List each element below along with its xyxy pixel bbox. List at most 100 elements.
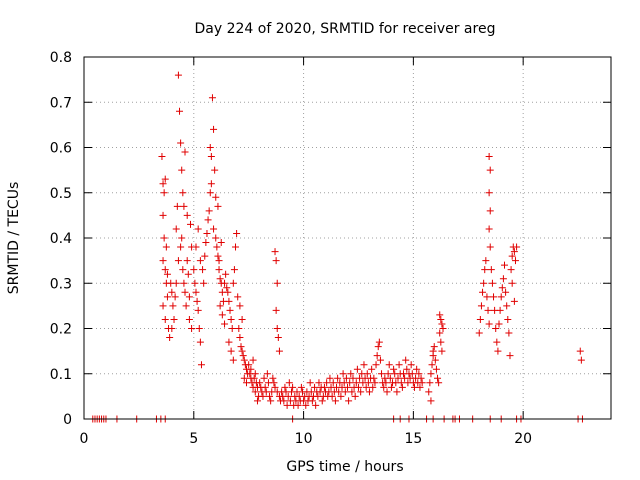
data-point xyxy=(271,383,279,391)
data-point xyxy=(283,401,291,409)
data-point xyxy=(168,288,176,296)
data-point xyxy=(285,379,293,387)
data-point xyxy=(426,379,434,387)
data-point xyxy=(344,383,351,391)
data-point xyxy=(171,293,179,301)
data-point xyxy=(180,279,188,287)
data-point xyxy=(328,392,336,400)
data-point xyxy=(267,397,275,405)
data-point xyxy=(365,388,373,396)
data-point xyxy=(203,229,211,237)
x-tick-label: 10 xyxy=(295,431,313,447)
data-point xyxy=(212,234,220,242)
data-point xyxy=(428,361,436,369)
data-point xyxy=(484,306,492,314)
data-point xyxy=(357,388,365,396)
data-point xyxy=(432,365,440,373)
data-point xyxy=(181,288,189,296)
data-point xyxy=(499,275,507,283)
y-tick-label: 0.4 xyxy=(50,231,72,247)
data-point xyxy=(315,379,323,387)
data-point xyxy=(318,397,326,405)
data-point xyxy=(352,379,360,387)
data-point xyxy=(490,293,498,301)
data-point xyxy=(418,379,426,387)
data-point xyxy=(289,383,297,391)
data-point xyxy=(200,279,208,287)
data-point xyxy=(342,374,350,382)
data-point xyxy=(476,315,484,323)
data-point xyxy=(163,270,171,278)
data-point xyxy=(393,388,401,396)
data-point xyxy=(369,383,377,391)
data-point xyxy=(505,329,513,337)
data-point xyxy=(266,392,274,400)
data-point xyxy=(158,153,166,161)
data-point xyxy=(179,266,187,274)
data-point xyxy=(436,329,444,337)
data-point xyxy=(172,225,180,233)
data-point xyxy=(498,284,506,292)
data-point xyxy=(348,388,356,396)
data-point xyxy=(202,239,210,247)
data-point xyxy=(380,383,388,391)
data-point xyxy=(213,243,221,251)
y-tick-label: 0.5 xyxy=(50,186,72,202)
data-point xyxy=(216,302,224,310)
data-point xyxy=(320,383,328,391)
data-point xyxy=(239,352,247,360)
y-tick-label: 0.7 xyxy=(50,95,72,111)
data-point xyxy=(486,243,494,251)
data-point xyxy=(475,329,483,337)
data-point xyxy=(395,361,403,369)
data-point xyxy=(335,388,343,396)
data-point xyxy=(496,306,504,314)
data-point xyxy=(168,325,176,332)
data-point xyxy=(251,370,259,378)
data-point xyxy=(486,166,494,174)
data-point xyxy=(339,370,347,378)
data-point xyxy=(263,370,271,378)
data-point xyxy=(508,252,516,260)
data-point xyxy=(162,243,170,251)
data-point xyxy=(370,374,378,382)
data-point xyxy=(413,365,421,373)
data-point xyxy=(376,356,384,364)
data-point xyxy=(378,370,386,378)
data-point xyxy=(227,315,235,323)
data-point xyxy=(201,252,209,260)
data-point xyxy=(160,189,168,197)
data-point xyxy=(206,144,214,151)
data-point xyxy=(492,325,500,332)
data-point xyxy=(233,229,241,237)
data-point xyxy=(159,257,167,265)
data-point xyxy=(180,202,188,210)
data-point xyxy=(190,266,198,274)
data-point xyxy=(398,383,406,391)
data-point xyxy=(360,361,368,369)
data-point xyxy=(425,388,433,396)
data-point xyxy=(221,279,229,287)
data-point xyxy=(479,288,487,296)
data-point xyxy=(346,379,354,387)
data-point xyxy=(497,293,505,301)
data-point xyxy=(174,71,182,79)
data-point xyxy=(407,361,415,369)
data-point xyxy=(238,315,246,323)
data-point xyxy=(272,306,280,314)
data-point xyxy=(331,397,339,405)
data-point xyxy=(218,311,226,319)
data-point xyxy=(230,266,238,274)
data-point xyxy=(250,374,258,382)
data-point xyxy=(221,320,229,328)
data-point xyxy=(186,220,194,228)
data-point xyxy=(329,379,337,387)
data-point xyxy=(375,338,383,346)
data-point xyxy=(503,302,511,310)
data-point xyxy=(482,257,490,265)
data-point xyxy=(161,315,169,323)
data-point xyxy=(306,379,314,387)
data-point xyxy=(371,379,379,387)
data-point xyxy=(273,279,281,287)
data-point xyxy=(323,379,331,387)
